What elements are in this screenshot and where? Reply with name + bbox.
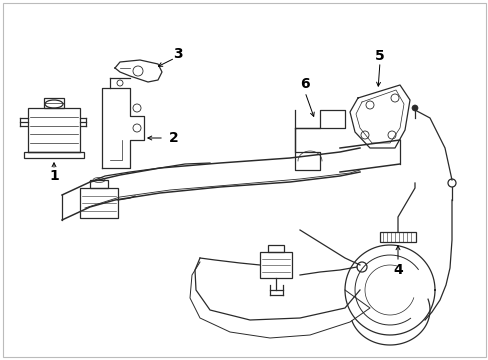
Bar: [80, 188, 118, 218]
Text: 3: 3: [173, 47, 183, 61]
Bar: [260, 252, 291, 278]
Bar: [90, 180, 108, 188]
Bar: [267, 245, 284, 252]
Bar: [28, 108, 80, 152]
Text: 6: 6: [300, 77, 309, 91]
Text: 1: 1: [49, 169, 59, 183]
Bar: [24, 152, 84, 158]
Bar: [379, 232, 415, 242]
Text: 5: 5: [374, 49, 384, 63]
Circle shape: [411, 105, 417, 111]
Text: 2: 2: [169, 131, 179, 145]
Text: 4: 4: [392, 263, 402, 277]
Bar: [44, 98, 64, 108]
